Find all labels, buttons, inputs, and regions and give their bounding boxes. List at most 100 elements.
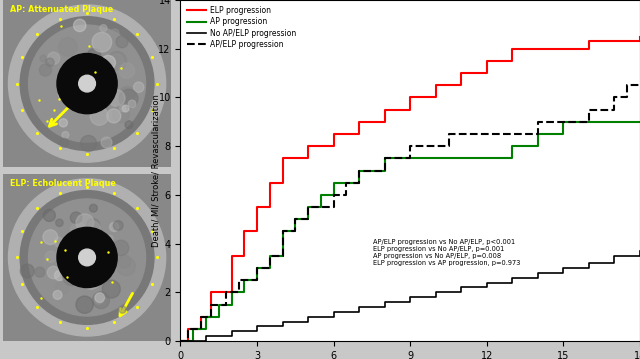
Circle shape [45,251,56,262]
No AP/ELP progression [636,249,640,253]
AP progression [228,290,236,294]
No AP/ELP progression [585,261,593,265]
No AP/ELP progression [483,280,491,285]
Circle shape [102,280,120,298]
AP/ELP progression [184,327,192,331]
Circle shape [20,17,154,150]
AP/ELP progression [419,144,427,148]
AP/ELP progression [509,132,516,136]
Text: ELP: Echolucent Plaque: ELP: Echolucent Plaque [10,179,116,188]
ELP progression [509,47,516,51]
Circle shape [62,268,77,282]
ELP progression [253,205,261,209]
ELP progression [241,229,248,234]
AP progression [202,314,210,319]
AP progression [355,168,363,173]
Circle shape [108,90,125,107]
ELP progression [534,47,541,51]
Circle shape [79,300,88,309]
Circle shape [63,267,81,286]
Circle shape [90,204,97,212]
Circle shape [118,255,131,268]
Circle shape [62,131,69,139]
Circle shape [79,249,95,266]
AP/ELP progression [355,168,363,173]
Circle shape [119,89,138,108]
ELP progression [266,181,274,185]
Text: AP: Attenuated Plaque: AP: Attenuated Plaque [10,5,113,14]
Circle shape [44,209,56,222]
Circle shape [60,119,67,127]
AP/ELP progression [483,132,491,136]
AP progression [304,205,312,209]
Circle shape [55,281,68,294]
Circle shape [53,290,62,299]
AP progression [215,302,223,307]
AP/ELP progression [279,229,287,234]
AP progression [381,156,388,160]
Circle shape [39,64,51,76]
AP progression [534,132,541,136]
No AP/ELP progression [228,329,236,334]
Circle shape [95,295,104,304]
AP progression [241,278,248,282]
Circle shape [60,138,68,147]
Circle shape [87,219,100,232]
Circle shape [78,58,85,65]
No AP/ELP progression [534,271,541,275]
AP progression [330,181,337,185]
Circle shape [64,258,79,274]
ELP progression [177,339,184,343]
AP progression [611,120,618,124]
Circle shape [125,121,132,129]
AP/ELP progression [177,339,184,343]
Circle shape [128,100,136,108]
No AP/ELP progression [611,253,618,258]
Circle shape [113,106,129,123]
AP/ELP progression [207,302,215,307]
Circle shape [101,55,115,70]
No AP/ELP progression [330,310,337,314]
AP progression [266,253,274,258]
AP/ELP progression [342,181,350,185]
AP progression [432,156,440,160]
AP progression [406,156,414,160]
Circle shape [61,252,74,264]
No AP/ELP progression [432,290,440,294]
Circle shape [95,62,104,71]
ELP progression [197,314,205,319]
Circle shape [117,257,136,276]
AP progression [253,266,261,270]
ELP progression [559,47,567,51]
AP/ELP progression [406,144,414,148]
Line: AP progression: AP progression [180,122,640,341]
Circle shape [29,199,145,316]
Y-axis label: Death/ MI/ Stroke/ Revascularization: Death/ MI/ Stroke/ Revascularization [151,94,160,247]
AP/ELP progression [368,168,376,173]
No AP/ELP progression [559,266,567,270]
Circle shape [108,54,124,70]
Circle shape [70,222,86,237]
AP/ELP progression [458,132,465,136]
Circle shape [20,191,154,324]
Text: AP/ELP progression vs No AP/ELP, p<0.001
ELP progression vs No AP/ELP, p=0.001
A: AP/ELP progression vs No AP/ELP, p<0.001… [374,239,521,266]
Circle shape [57,227,117,288]
AP/ELP progression [534,120,541,124]
No AP/ELP progression [279,320,287,324]
Circle shape [61,88,69,95]
AP/ELP progression [317,205,324,209]
AP/ELP progression [266,253,274,258]
AP/ELP progression [291,217,299,222]
AP progression [279,229,287,234]
AP progression [636,120,640,124]
Circle shape [100,25,107,32]
Circle shape [76,296,93,313]
Circle shape [119,63,134,79]
Line: No AP/ELP progression: No AP/ELP progression [180,251,640,341]
Circle shape [108,51,127,70]
ELP progression [330,132,337,136]
Circle shape [90,107,108,125]
Circle shape [79,75,95,92]
AP/ELP progression [223,290,230,294]
AP/ELP progression [445,132,452,136]
